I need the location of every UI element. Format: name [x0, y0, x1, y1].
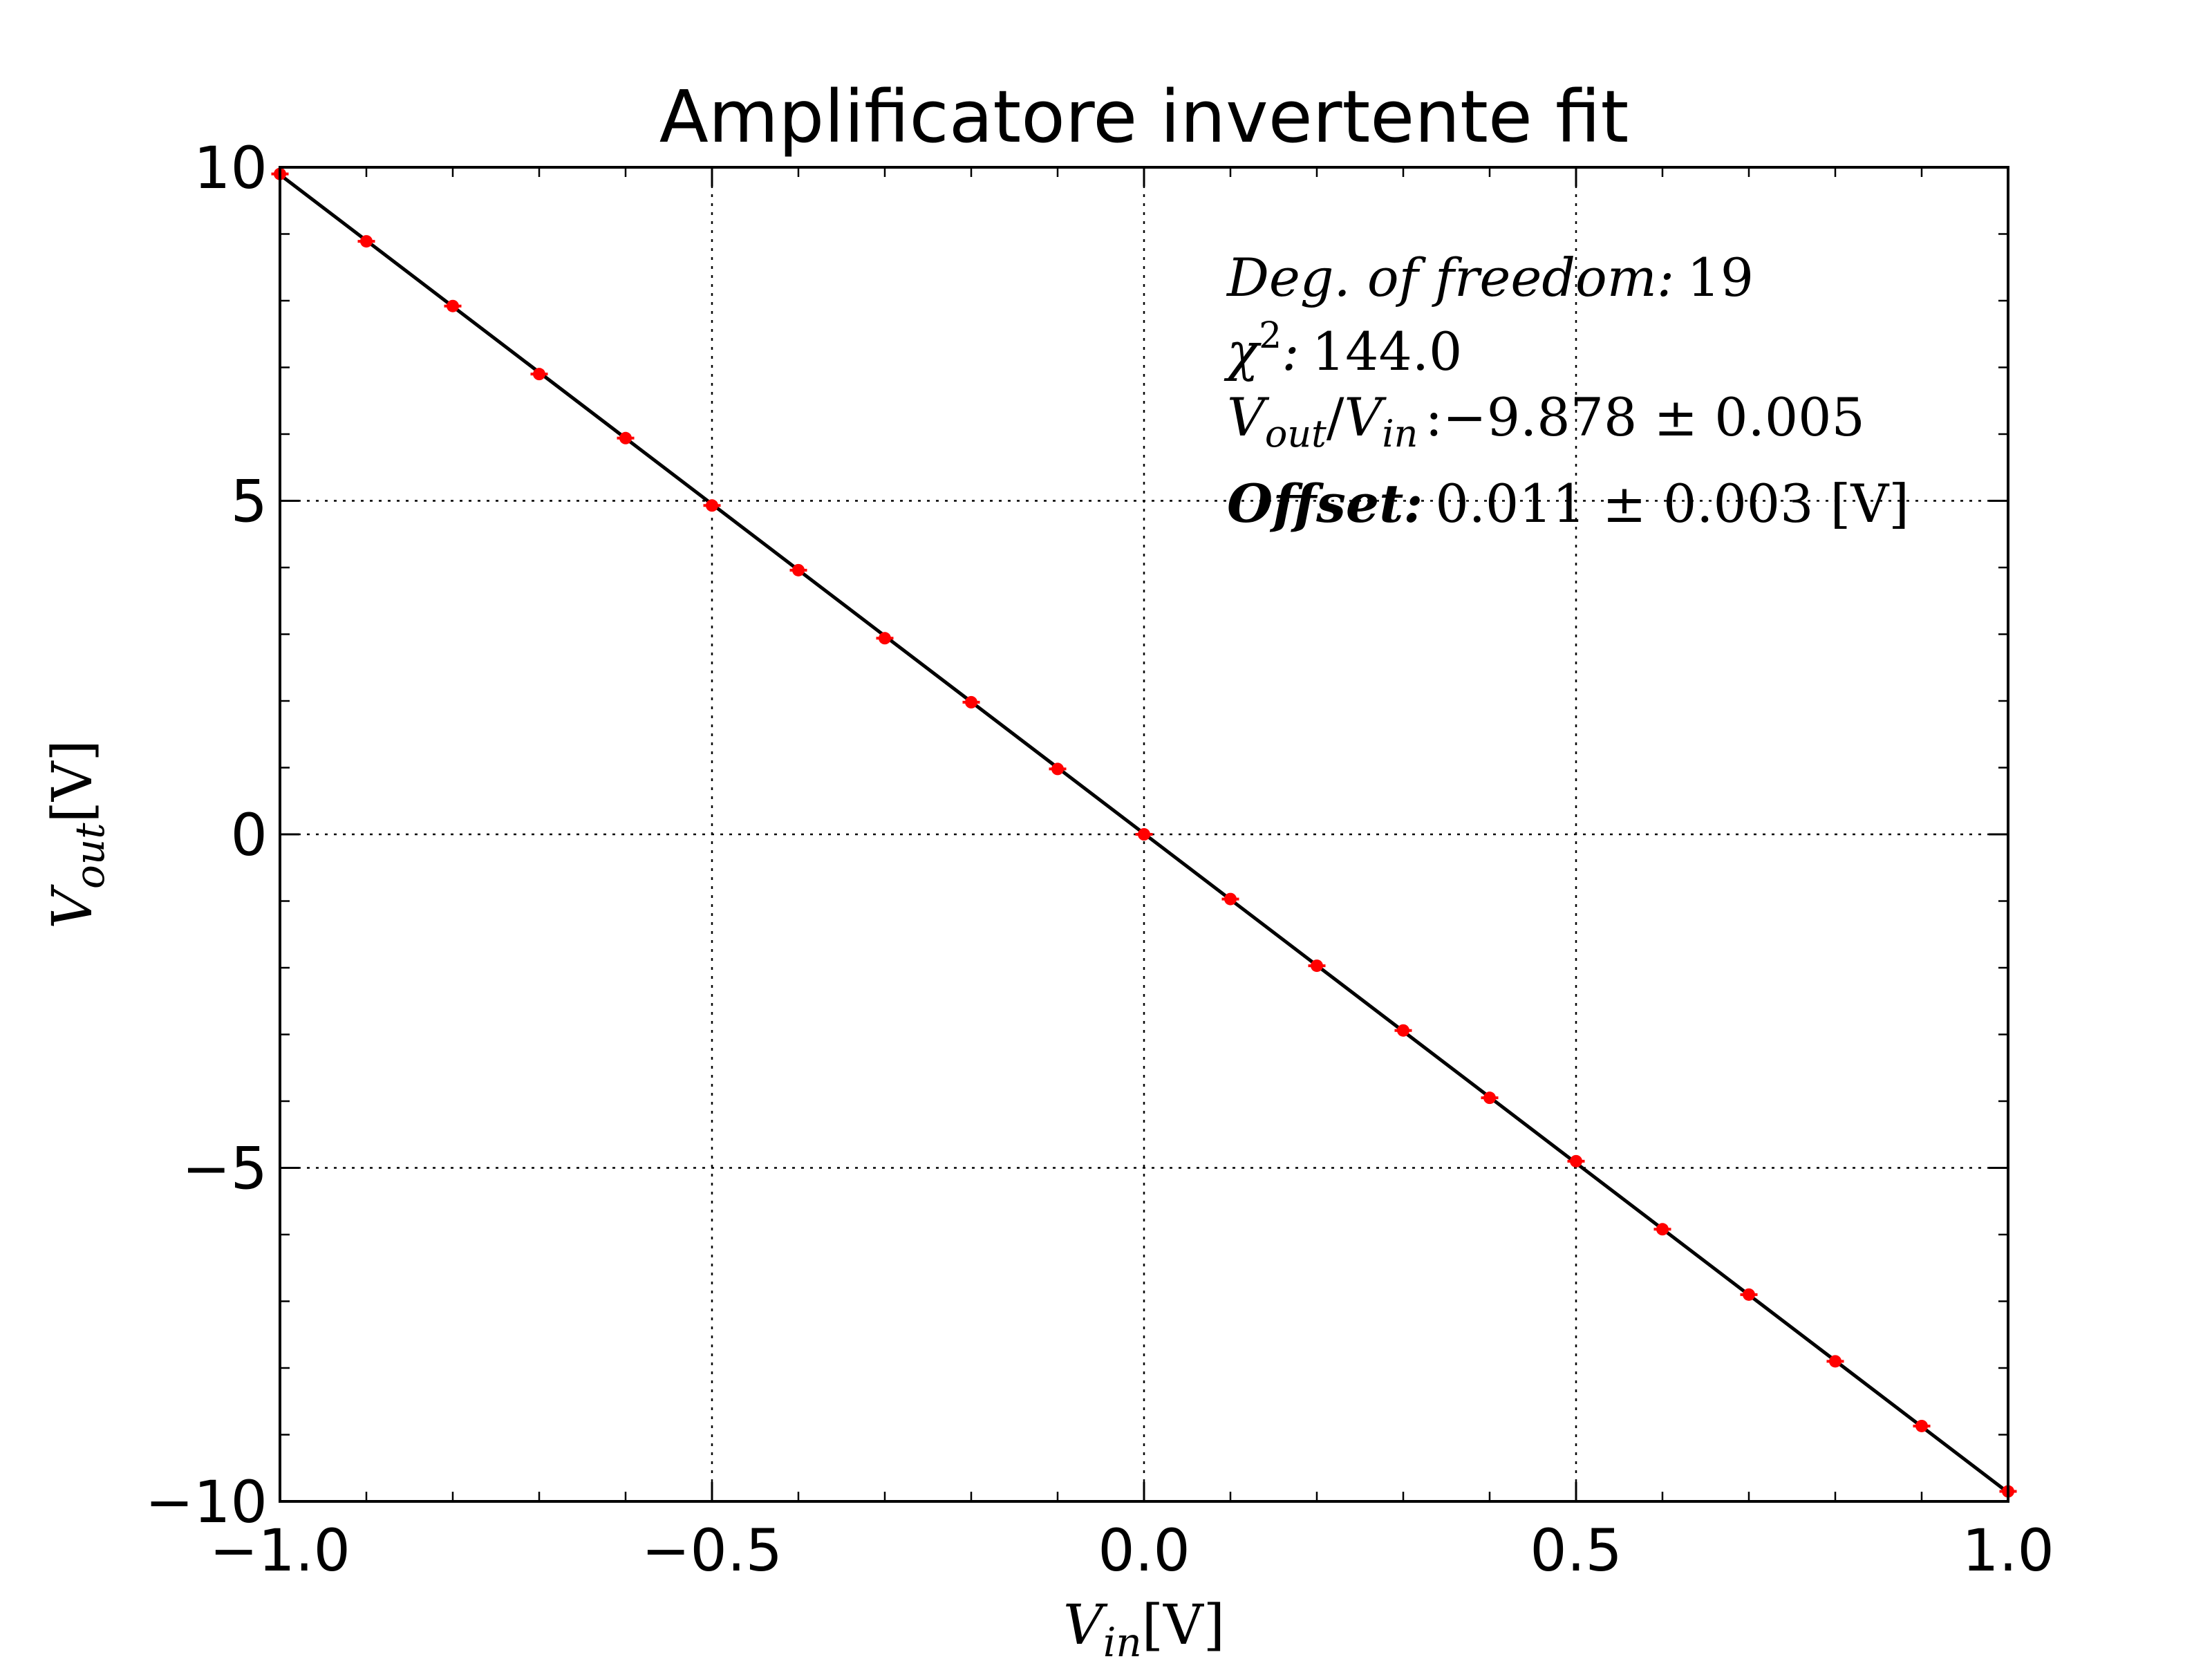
annotation-ratio-num-sub: out	[1265, 412, 1327, 456]
annotation-chi2-symbol: χ	[1224, 321, 1262, 382]
data-point	[1570, 1154, 1582, 1168]
plot-frame	[279, 166, 2009, 1503]
annotation-chi2-sup: 2	[1259, 315, 1282, 357]
annotation-ratio-den-sub: in	[1382, 412, 1418, 456]
annotation-chi2: χ2: 144.0	[1224, 315, 1462, 382]
annotation-dof-label: Deg. of freedom:	[1226, 247, 1674, 308]
x-axis-label-unit: [V]	[1142, 1593, 1225, 1657]
annotation-ratio-den: V	[1344, 386, 1387, 448]
y-axis-label-unit: [V]	[40, 740, 104, 823]
x-tick-label: 1.0	[1962, 1517, 2054, 1584]
data-points-layer	[271, 167, 2017, 1498]
x-axis-label-base: V	[1063, 1593, 1108, 1657]
fit-annotation: Deg. of freedom: 19 χ2: 144.0 Vout/Vin:−9.…	[1224, 247, 1909, 534]
data-point	[792, 563, 805, 577]
data-point	[533, 368, 545, 381]
annotation-ratio: Vout/Vin:−9.878 ± 0.005	[1227, 386, 1865, 456]
data-point	[706, 499, 718, 512]
data-point	[360, 235, 373, 248]
annotation-ratio-slash: /	[1327, 386, 1344, 448]
data-point	[1915, 1419, 1928, 1432]
x-tick-label: 0.5	[1530, 1517, 1622, 1584]
x-tick-label: −1.0	[209, 1517, 350, 1584]
x-axis-label: Vin[V]	[1063, 1593, 1225, 1659]
y-tick-label: −10	[145, 1468, 268, 1536]
annotation-offset-value: 0.011 ± 0.003 [V]	[1435, 473, 1909, 534]
data-point	[1656, 1223, 1669, 1236]
data-point	[1483, 1091, 1496, 1105]
annotation-dof: Deg. of freedom: 19	[1226, 247, 1754, 308]
annotation-chi2-label: :	[1282, 321, 1300, 382]
y-tick-label: 5	[231, 468, 268, 536]
data-point	[447, 299, 459, 312]
y-axis-label: Vout[V]	[40, 740, 113, 929]
y-tick-label: −5	[182, 1135, 268, 1203]
data-point	[1311, 959, 1323, 973]
data-point	[1397, 1024, 1409, 1037]
y-tick-label: 10	[194, 134, 268, 202]
x-tick-label: 0.0	[1098, 1517, 1190, 1584]
annotation-offset-label: Offset:	[1227, 473, 1423, 534]
annotation-ratio-value: :−9.878 ± 0.005	[1425, 386, 1864, 448]
annotation-chi2-value: 144.0	[1312, 321, 1463, 382]
annotation-offset: Offset: 0.011 ± 0.003 [V]	[1227, 473, 1909, 534]
data-point	[1829, 1355, 1841, 1368]
x-axis-label-sub: in	[1103, 1619, 1142, 1659]
data-point	[1743, 1288, 1755, 1301]
y-tick-labels: −10 −5 0 5 10	[145, 134, 268, 1536]
data-point	[1138, 828, 1150, 841]
x-tick-label: −0.5	[641, 1517, 782, 1584]
y-tick-label: 0	[231, 801, 268, 869]
data-point	[1224, 892, 1237, 906]
y-axis-label-sub: out	[66, 823, 113, 889]
annotation-ratio-num: V	[1227, 386, 1270, 448]
x-tick-labels: −1.0 −0.5 0.0 0.5 1.0	[209, 1517, 2054, 1584]
data-point	[879, 632, 891, 645]
chart-title: Amplificatore invertente fit	[659, 75, 1629, 159]
y-axis-label-base: V	[40, 884, 104, 929]
annotation-dof-value: 19	[1687, 247, 1754, 308]
data-point	[965, 695, 977, 709]
data-point	[619, 431, 632, 444]
data-point	[1051, 762, 1064, 776]
